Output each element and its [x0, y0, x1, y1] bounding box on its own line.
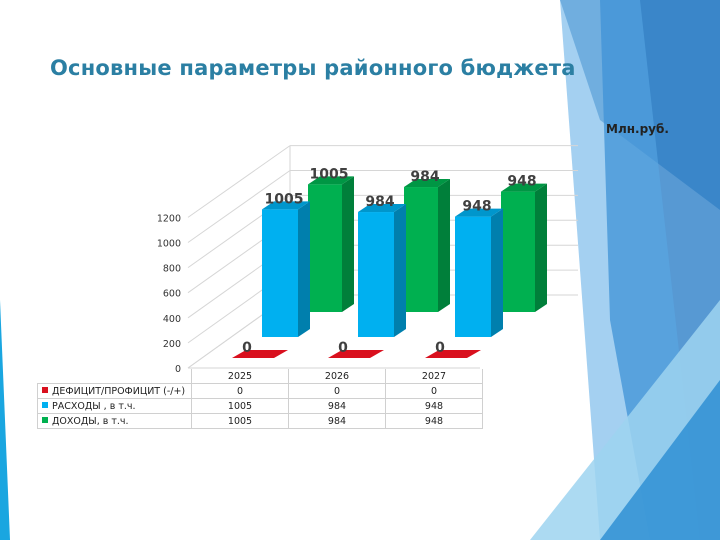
gridline-side — [187, 145, 291, 218]
table-row-label: ДОХОДЫ, в т.ч. — [37, 413, 192, 429]
gridline-side — [187, 170, 291, 243]
table-year-header: 2026 — [288, 369, 386, 384]
data-label-expenses: 984 — [365, 194, 394, 210]
bar-deficit — [328, 350, 384, 358]
bar-income-side — [535, 183, 547, 312]
bar-expenses-side — [394, 204, 406, 337]
chart-bars — [232, 176, 547, 358]
table-cell: 948 — [385, 413, 483, 429]
bar-income-side — [438, 179, 450, 312]
table-row-expenses: РАСХОДЫ , в т.ч. 1005 984 948 — [37, 398, 483, 414]
table-cell: 0 — [288, 383, 386, 399]
bar-expenses-top — [358, 204, 406, 213]
bar-expenses-top — [262, 201, 310, 210]
data-label-deficit: 0 — [435, 340, 445, 356]
table-row-label: РАСХОДЫ , в т.ч. — [37, 398, 192, 414]
table-cell: 948 — [385, 398, 483, 414]
y-tick-label: 200 — [163, 339, 181, 350]
legend-label-expenses: РАСХОДЫ , в т.ч. — [52, 400, 136, 412]
bar-income — [404, 187, 438, 312]
table-cell: 984 — [288, 413, 386, 429]
bar-income-top — [501, 183, 547, 192]
slide-title: Основные параметры районного бюджета — [50, 56, 576, 80]
bar-expenses-side — [298, 201, 310, 337]
legend-swatch-expenses — [42, 401, 48, 408]
bar-expenses-side — [491, 208, 503, 337]
bar-deficit — [425, 350, 481, 358]
bar-expenses — [262, 209, 298, 337]
decor-left-strip — [0, 300, 10, 540]
table-cell: 0 — [385, 383, 483, 399]
y-tick-label: 1000 — [157, 239, 181, 250]
table-year-header: 2027 — [385, 369, 483, 384]
table-row-label: ДЕФИЦИТ/ПРОФИЦИТ (-/+) — [37, 383, 192, 399]
table-year-header: 2025 — [191, 369, 289, 384]
data-label-income: 984 — [410, 169, 439, 185]
decor-bottom-mid — [600, 380, 720, 540]
legend-swatch-income — [42, 416, 48, 423]
data-label-expenses: 948 — [462, 199, 491, 215]
table-row-income: ДОХОДЫ, в т.ч. 1005 984 948 — [37, 413, 483, 429]
chart-data-labels: 1005 984 948 1005 984 948 0 0 0 — [242, 166, 536, 356]
table-header-row: 2025 2026 2027 — [37, 369, 483, 384]
bar-income-top — [308, 176, 354, 185]
bar-income — [501, 191, 535, 312]
y-tick-label: 1200 — [157, 213, 181, 224]
bar-expenses-top — [455, 208, 503, 217]
table-cell: 0 — [191, 383, 289, 399]
bar-income — [308, 184, 342, 312]
bar-expenses — [358, 212, 394, 337]
data-label-income: 1005 — [310, 166, 349, 182]
legend-label-deficit: ДЕФИЦИТ/ПРОФИЦИТ (-/+) — [52, 385, 186, 397]
bar-income-top — [404, 179, 450, 188]
legend-swatch-deficit — [42, 386, 48, 393]
table-cell: 1005 — [191, 398, 289, 414]
table-cell: 984 — [288, 398, 386, 414]
bar-deficit — [232, 350, 288, 358]
table-corner — [37, 369, 192, 384]
data-label-deficit: 0 — [338, 340, 348, 356]
chart-data-table: 2025 2026 2027 ДЕФИЦИТ/ПРОФИЦИТ (-/+) 0 … — [37, 369, 483, 429]
data-label-income: 948 — [507, 174, 536, 190]
y-tick-label: 600 — [163, 289, 181, 300]
data-label-expenses: 1005 — [265, 191, 304, 207]
y-tick-label: 400 — [163, 314, 181, 325]
bar-income-side — [342, 176, 354, 312]
table-cell: 1005 — [191, 413, 289, 429]
data-label-deficit: 0 — [242, 340, 252, 356]
bar-expenses — [455, 216, 491, 337]
table-row-deficit: ДЕФИЦИТ/ПРОФИЦИТ (-/+) 0 0 0 — [37, 383, 483, 399]
y-tick-label: 800 — [163, 264, 181, 275]
legend-label-income: ДОХОДЫ, в т.ч. — [52, 415, 129, 427]
unit-label: Млн.руб. — [606, 122, 669, 136]
